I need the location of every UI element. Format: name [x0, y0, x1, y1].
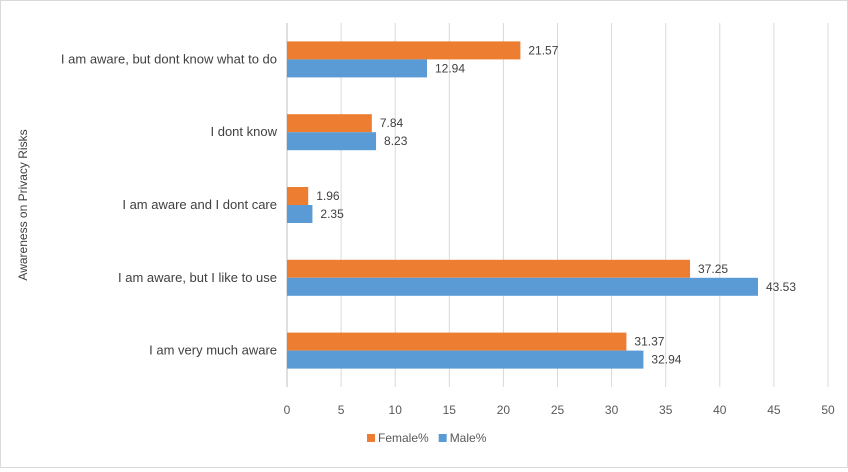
x-tick-label: 5 [338, 403, 345, 417]
gridlines [340, 23, 829, 387]
x-tick-label: 35 [659, 403, 673, 417]
bar-female [287, 332, 627, 351]
category-label: I am aware, but I like to use [118, 270, 277, 285]
x-tick-labels: 0 5 10 15 20 25 30 35 40 45 50 [284, 403, 835, 417]
data-label: 7.84 [380, 116, 404, 130]
x-tick-label: 15 [443, 403, 457, 417]
data-label: 21.57 [528, 43, 558, 57]
legend: Female% Male% [367, 431, 487, 445]
category-label: I dont know [211, 124, 278, 139]
x-tick-label: 50 [821, 403, 835, 417]
bar-male [287, 132, 377, 151]
data-label: 1.96 [316, 189, 340, 203]
bar-male [287, 350, 644, 369]
bar-female [287, 259, 691, 278]
x-tick-label: 10 [389, 403, 403, 417]
data-label: 2.35 [320, 207, 344, 221]
legend-swatch [438, 434, 447, 442]
x-tick-label: 25 [551, 403, 565, 417]
data-label: 32.94 [651, 353, 681, 367]
x-tick-label: 40 [713, 403, 727, 417]
x-tick-label: 45 [767, 403, 781, 417]
data-label: 12.94 [435, 61, 465, 75]
x-tick-label: 30 [605, 403, 619, 417]
bars [287, 41, 758, 369]
y-axis-title: Awareness on Privacy Risks [16, 129, 30, 280]
x-tick-label: 0 [284, 403, 291, 417]
legend-label: Male% [450, 431, 487, 445]
data-label: 43.53 [766, 280, 796, 294]
x-tick-label: 20 [497, 403, 511, 417]
category-labels: I am aware, but dont know what to do I do… [61, 51, 278, 357]
category-label: I am aware and I dont care [122, 197, 277, 212]
bar-male [287, 59, 428, 78]
bar-female [287, 114, 372, 133]
bar-female [287, 41, 521, 60]
category-label: I am aware, but dont know what to do [61, 51, 277, 66]
bar-male [287, 205, 313, 223]
data-label: 37.25 [698, 262, 728, 276]
bar-male [287, 277, 758, 296]
category-label: I am very much aware [149, 343, 277, 358]
data-label: 8.23 [384, 134, 408, 148]
data-labels: 21.57 12.94 7.84 8.23 1.96 2.35 37.25 43.53 31.3… [316, 43, 796, 366]
legend-label: Female% [378, 431, 429, 445]
legend-swatch [367, 434, 375, 442]
bar-female [287, 187, 309, 205]
data-label: 31.37 [634, 335, 664, 349]
